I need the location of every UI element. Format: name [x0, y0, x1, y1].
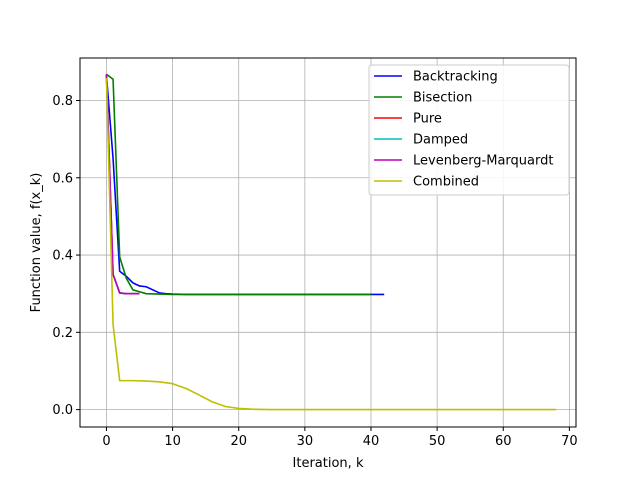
series-line-bisection: [105, 73, 371, 296]
y-tick-label: 0.8: [52, 94, 73, 109]
y-tick-label: 0.6: [52, 171, 73, 186]
y-tick-label: 0.4: [52, 249, 73, 264]
legend-label-damped: Damped: [413, 133, 468, 148]
legend-label-pure: Pure: [413, 112, 442, 127]
x-tick-label: 70: [561, 434, 578, 449]
x-tick-label: 0: [102, 434, 110, 449]
x-tick-label: 60: [495, 434, 512, 449]
series-line-levenberg-marquardt: [105, 74, 140, 295]
legend: Backtracking Bisection Pure Damped Levenberg…: [368, 64, 570, 196]
y-tick-label: 0.2: [52, 326, 73, 341]
x-tick-label: 40: [363, 434, 380, 449]
legend-label-bisection: Bisection: [413, 91, 472, 106]
legend-box: [368, 64, 570, 196]
series-line-combined: [105, 78, 557, 411]
legend-label-combined: Combined: [413, 175, 479, 190]
legend-label-levenberg-marquardt: Levenberg-Marquardt: [413, 154, 553, 169]
x-tick-label: 20: [230, 434, 247, 449]
x-axis-label: Iteration, k: [293, 456, 364, 471]
y-tick-label: 0.0: [52, 403, 73, 418]
x-tick-label: 10: [164, 434, 181, 449]
legend-label-backtracking: Backtracking: [413, 70, 498, 85]
y-axis-label: Function value, f(x_k): [29, 173, 44, 313]
x-tick-label: 50: [429, 434, 446, 449]
series-lines: [105, 73, 557, 411]
x-tick-label: 30: [297, 434, 314, 449]
axis-ticks: 0 10 20 30 40 50 60 70 0.0 0.2 0.4 0.6 0.8: [52, 94, 577, 449]
plot-area-frame: [79, 57, 577, 428]
